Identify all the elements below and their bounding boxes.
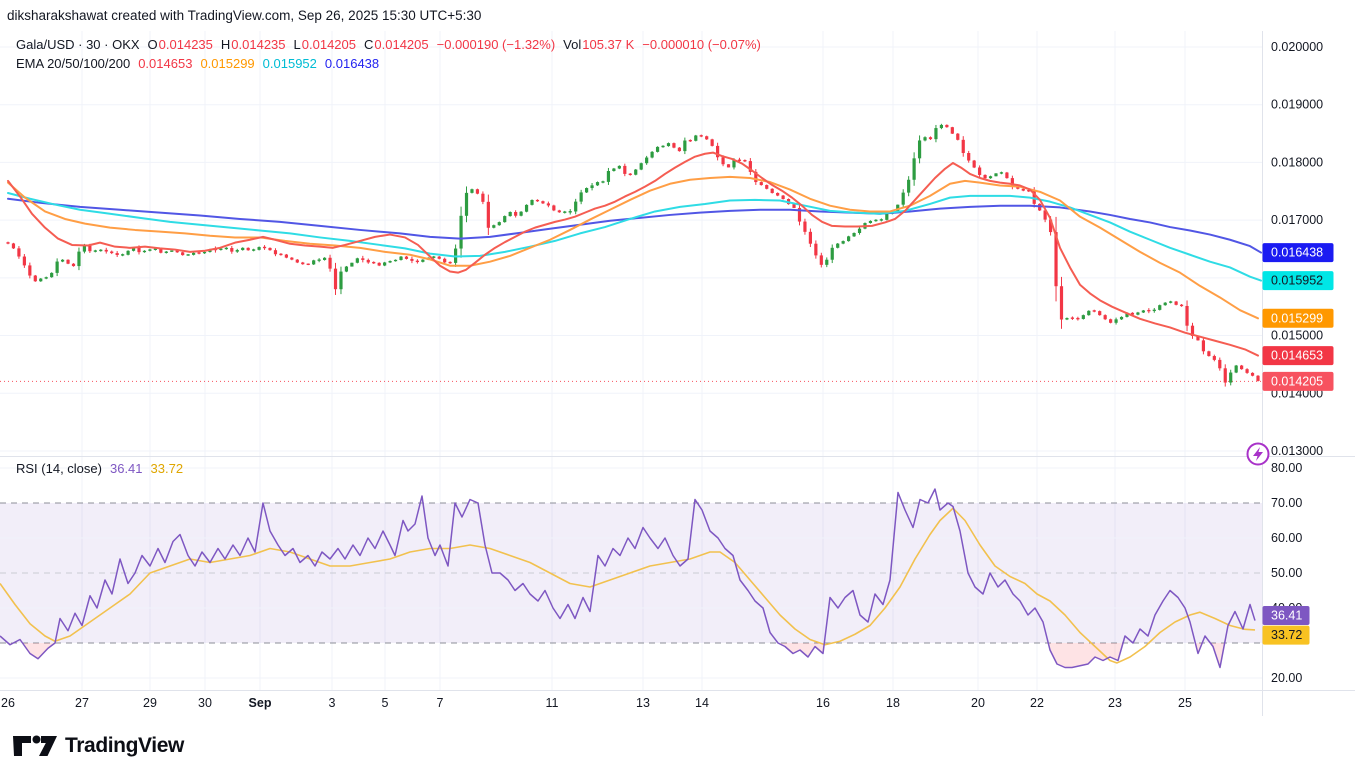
rsi-line	[0, 488, 1256, 669]
lightning-bolt-icon	[1253, 447, 1263, 461]
rsi-oversold-fill	[1048, 643, 1123, 668]
price-axis-label: 0.020000	[1271, 40, 1323, 54]
rsi-value-badge-text: 36.41	[1271, 608, 1302, 622]
rsi-axis-label: 70.00	[1271, 496, 1302, 510]
rsi-axis-label: 60.00	[1271, 531, 1302, 545]
price-axis-label: 0.018000	[1271, 155, 1323, 169]
time-axis-label: 29	[143, 696, 157, 710]
ema20-price-badge	[1262, 346, 1334, 366]
last-price-badge-text: 0.014205	[1271, 374, 1323, 388]
time-axis-label: 5	[382, 696, 389, 710]
rsi-ma-line	[0, 507, 1256, 664]
brand-name: TradingView	[65, 734, 184, 757]
rsi-axis-label: 80.00	[1271, 461, 1302, 475]
last-price-badge	[1262, 371, 1334, 391]
time-axis-label: 25	[1178, 696, 1192, 710]
ema100-price-badge	[1262, 271, 1334, 291]
time-axis-label: 30	[198, 696, 212, 710]
ema200-price-badge-text: 0.016438	[1271, 246, 1323, 260]
time-axis-label: 14	[695, 696, 709, 710]
price-axis-label: 0.015000	[1271, 329, 1323, 343]
time-axis-label: 26	[1, 696, 15, 710]
time-axis-label: 3	[329, 696, 336, 710]
attribution-bar: diksharakshawat created with TradingView…	[0, 0, 1355, 30]
candles	[6, 123, 1260, 387]
rsi-value-badge	[1262, 605, 1310, 625]
ema50-price-badge-text: 0.015299	[1271, 311, 1323, 325]
time-axis-label: 23	[1108, 696, 1122, 710]
rsi-oversold-fill	[22, 643, 55, 659]
ema20-line	[7, 151, 1259, 357]
time-axis-label: 13	[636, 696, 650, 710]
time-axis-label: 27	[75, 696, 89, 710]
time-axis-label: 16	[816, 696, 830, 710]
time-axis-label: Sep	[249, 696, 272, 710]
time-axis-label: 22	[1030, 696, 1044, 710]
ema50-line	[7, 175, 1259, 320]
rsi-oversold-fill	[778, 643, 825, 657]
tradingview-logo-icon	[13, 735, 57, 756]
time-axis-label: 18	[886, 696, 900, 710]
ema50-price-badge	[1262, 308, 1334, 328]
ema100-line	[7, 192, 1262, 282]
ema100-price-badge-text: 0.015952	[1271, 274, 1323, 288]
ema200-price-badge	[1262, 243, 1334, 263]
rsi-axis-label: 50.00	[1271, 566, 1302, 580]
ema200-line	[7, 197, 1262, 254]
ema20-price-badge-text: 0.014653	[1271, 349, 1323, 363]
price-axis-label: 0.013000	[1271, 444, 1323, 458]
rsi-axis-label: 20.00	[1271, 671, 1302, 685]
rsi-ma-value-badge-text: 33.72	[1271, 628, 1302, 642]
rsi-ma-value-badge	[1262, 625, 1310, 645]
time-axis-label: 20	[971, 696, 985, 710]
time-axis-label: 11	[546, 696, 559, 710]
attribution-text: diksharakshawat created with TradingView…	[7, 7, 482, 23]
brand-footer: TradingView	[12, 733, 184, 759]
time-axis-label: 7	[437, 696, 444, 710]
price-axis-label: 0.019000	[1271, 98, 1323, 112]
price-axis-label: 0.017000	[1271, 213, 1323, 227]
